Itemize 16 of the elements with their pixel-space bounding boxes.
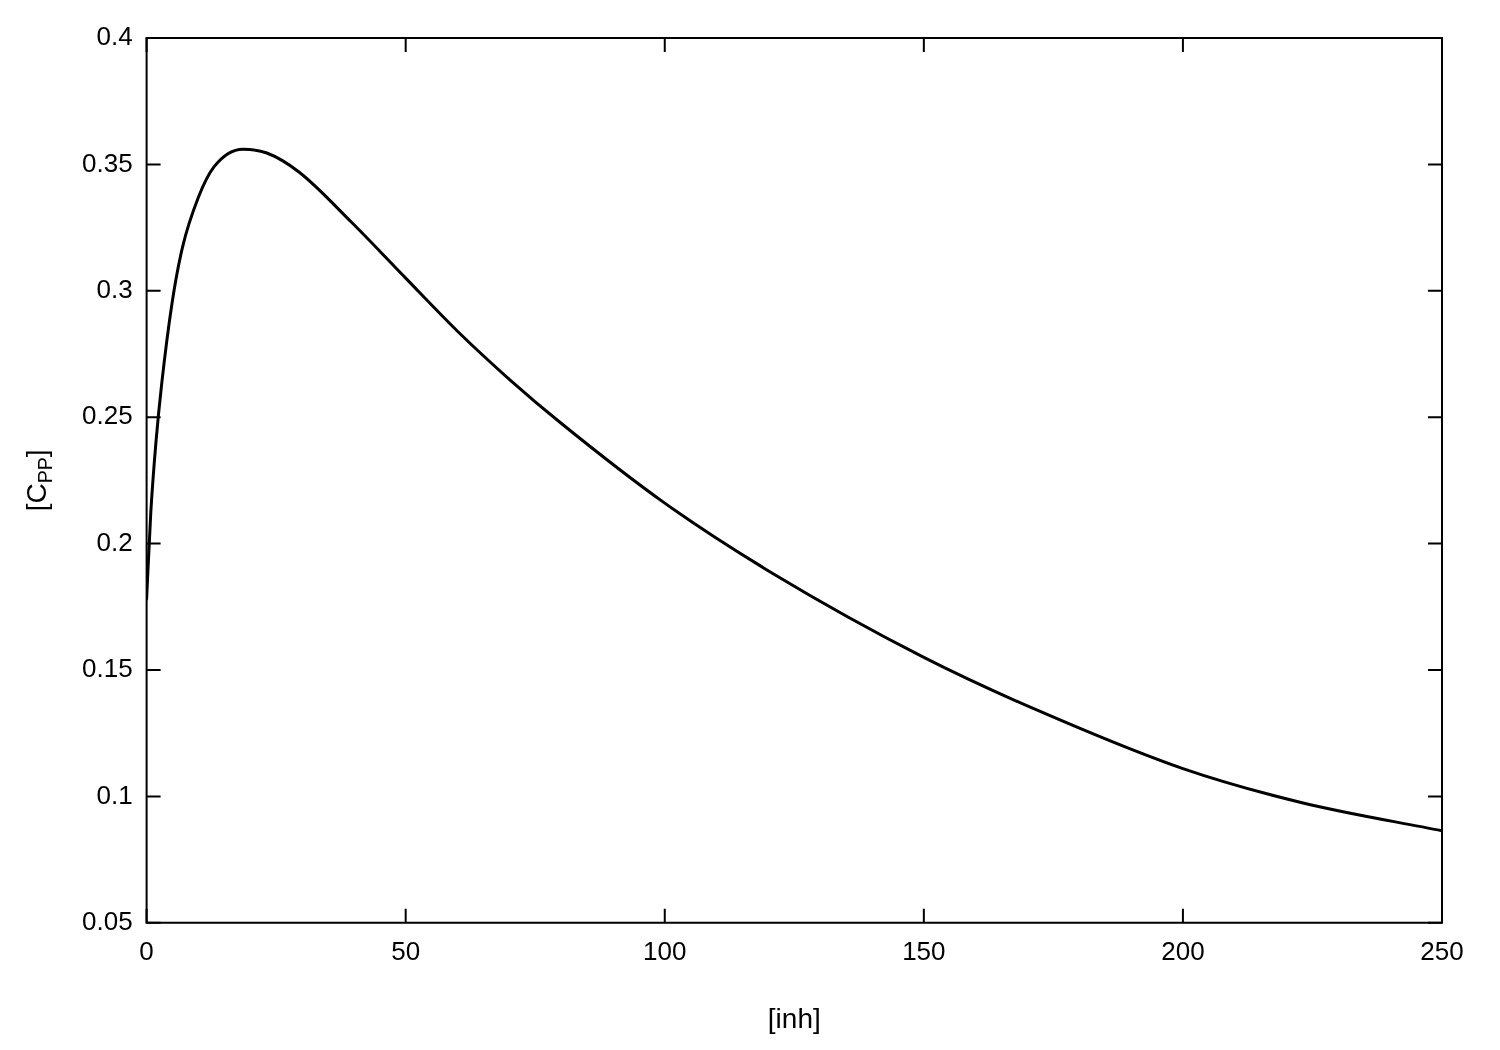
x-axis-title: [inh] (767, 1002, 821, 1034)
x-tick-label: 250 (1420, 935, 1464, 966)
y-tick-label: 0.35 (81, 147, 133, 178)
x-tick-label: 200 (1161, 935, 1205, 966)
x-tick-label: 0 (139, 935, 154, 966)
y-tick-label: 0.25 (81, 400, 133, 431)
y-tick-label: 0.15 (81, 653, 133, 684)
y-tick-label: 0.3 (96, 273, 133, 304)
y-axis-title: [CPP] (20, 449, 56, 512)
y-tick-label: 0.05 (81, 905, 133, 936)
x-tick-label: 50 (391, 935, 421, 966)
y-tick-label: 0.2 (96, 526, 133, 557)
y-tick-label: 0.4 (96, 21, 133, 52)
x-tick-label: 150 (902, 935, 946, 966)
y-tick-label: 0.1 (96, 779, 133, 810)
x-tick-label: 100 (643, 935, 687, 966)
